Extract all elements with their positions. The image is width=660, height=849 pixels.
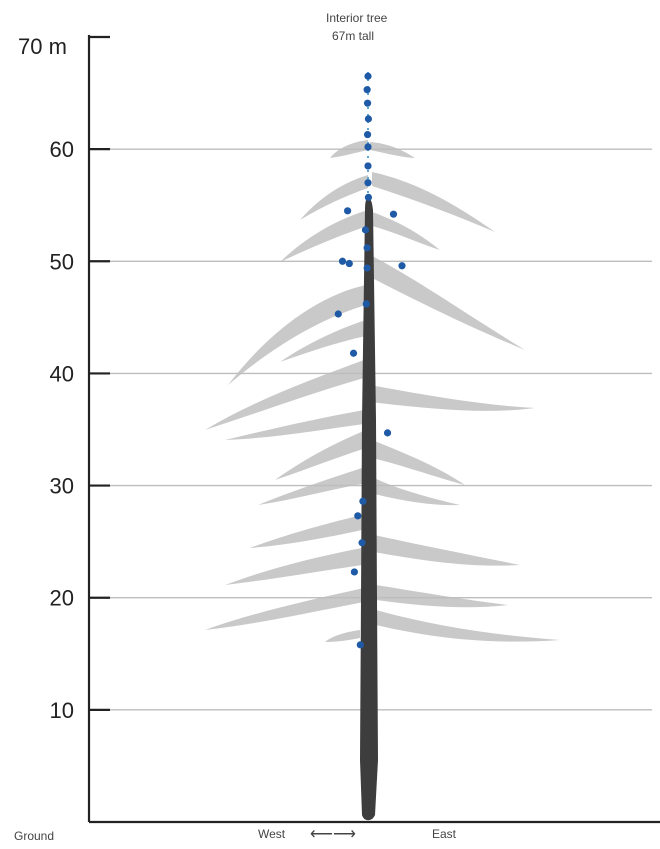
foliage-branch — [376, 585, 508, 608]
foliage-branch — [275, 430, 366, 480]
x-axis-arrow: ⟵⟶ — [310, 826, 356, 843]
ground-label: Ground — [14, 829, 54, 843]
x-axis-west-label: West — [258, 827, 286, 841]
data-point — [359, 497, 367, 505]
data-point — [354, 512, 362, 520]
foliage-branch — [376, 610, 560, 642]
data-point — [383, 429, 392, 437]
y-tick-label-30: 30 — [50, 474, 74, 499]
y-tick-label-60: 60 — [50, 137, 74, 162]
foliage-branch — [370, 255, 525, 350]
foliage-branch — [374, 535, 520, 566]
foliage-branch — [225, 548, 362, 585]
foliage-branch — [205, 588, 364, 630]
data-point — [358, 539, 366, 547]
foliage-branch — [280, 320, 366, 362]
foliage-branch — [372, 440, 465, 485]
data-point — [389, 210, 398, 218]
foliage-branch — [374, 478, 460, 506]
data-point — [334, 310, 342, 318]
y-tick-label-50: 50 — [50, 249, 74, 274]
foliage-branch — [225, 410, 364, 440]
data-point — [363, 86, 371, 94]
data-point — [363, 264, 371, 272]
data-point — [356, 641, 364, 649]
foliage-branch — [325, 630, 360, 642]
foliage-branch — [258, 468, 362, 505]
foliage-branch — [300, 175, 368, 220]
x-axis-east-label: East — [432, 827, 457, 841]
data-point — [362, 300, 370, 308]
tree-trunk — [360, 198, 378, 821]
y-tick-label-20: 20 — [50, 586, 74, 611]
data-point — [345, 259, 353, 268]
chart-subtitle: 67m tall — [332, 29, 374, 43]
data-point — [364, 72, 372, 80]
foliage-branch — [280, 210, 368, 262]
foliage-branch — [205, 360, 364, 430]
data-point — [344, 207, 352, 215]
y-tick-label-10: 10 — [50, 698, 74, 723]
foliage-branch — [370, 385, 535, 411]
data-point — [364, 162, 372, 170]
data-points — [334, 72, 406, 649]
data-point — [398, 262, 406, 270]
y-tick-label-40: 40 — [50, 361, 74, 386]
data-point — [363, 130, 372, 139]
data-point — [364, 193, 373, 201]
data-point — [364, 143, 372, 151]
data-point — [364, 115, 373, 123]
foliage-branch — [370, 142, 415, 158]
y-axis-unit-label: 70 m — [18, 34, 67, 59]
foliage-branch — [228, 285, 366, 385]
chart-title: Interior tree — [326, 11, 388, 25]
foliage-branch — [250, 515, 362, 548]
data-point — [363, 99, 372, 107]
data-point — [350, 568, 358, 576]
data-point — [361, 226, 370, 234]
data-point — [364, 179, 372, 187]
foliage-branch — [372, 212, 440, 250]
gridlines: 10 20 30 40 50 60 — [50, 137, 652, 723]
foliage-branch — [372, 172, 495, 232]
data-point — [349, 349, 358, 357]
foliage — [205, 140, 560, 642]
data-point — [363, 244, 371, 252]
data-point — [338, 257, 347, 265]
